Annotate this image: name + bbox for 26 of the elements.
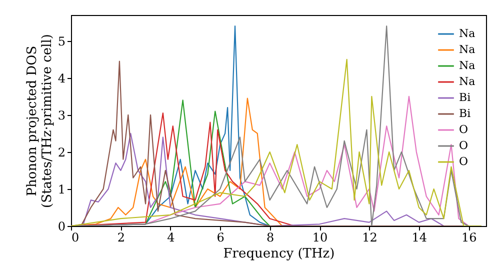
legend-label: Na	[459, 75, 476, 88]
legend-label: Bi	[459, 91, 472, 104]
legend-label: O	[459, 123, 468, 136]
x-tick-label: 6	[216, 230, 224, 244]
legend-label: Bi	[459, 107, 472, 120]
y-axis-title: Phonon projected DOS (States/THz·primitive cell)	[24, 34, 55, 208]
y-tick-label: 2	[58, 145, 66, 160]
y-tick-label: 1	[58, 182, 66, 196]
legend-label: O	[459, 155, 468, 168]
x-tick-label: 8	[266, 230, 274, 244]
y-tick-label: 4	[58, 71, 66, 86]
x-tick-label: 10	[312, 230, 328, 244]
x-axis-title: Frequency (THz)	[223, 246, 335, 262]
x-tick-label: 0	[72, 230, 80, 244]
x-tick-label: 16	[461, 230, 477, 244]
x-tick-label: 12	[362, 230, 378, 244]
legend-label: Na	[459, 59, 476, 72]
y-tick-label: 3	[58, 108, 66, 122]
legend-label: Na	[459, 27, 476, 40]
y-tick-label: 0	[58, 220, 66, 234]
x-tick-label: 14	[412, 230, 428, 244]
x-tick-label: 4	[167, 230, 176, 244]
y-tick-label: 5	[58, 34, 66, 48]
legend-label: O	[459, 139, 468, 152]
legend-label: Na	[459, 43, 476, 56]
x-tick-label: 2	[117, 230, 126, 244]
